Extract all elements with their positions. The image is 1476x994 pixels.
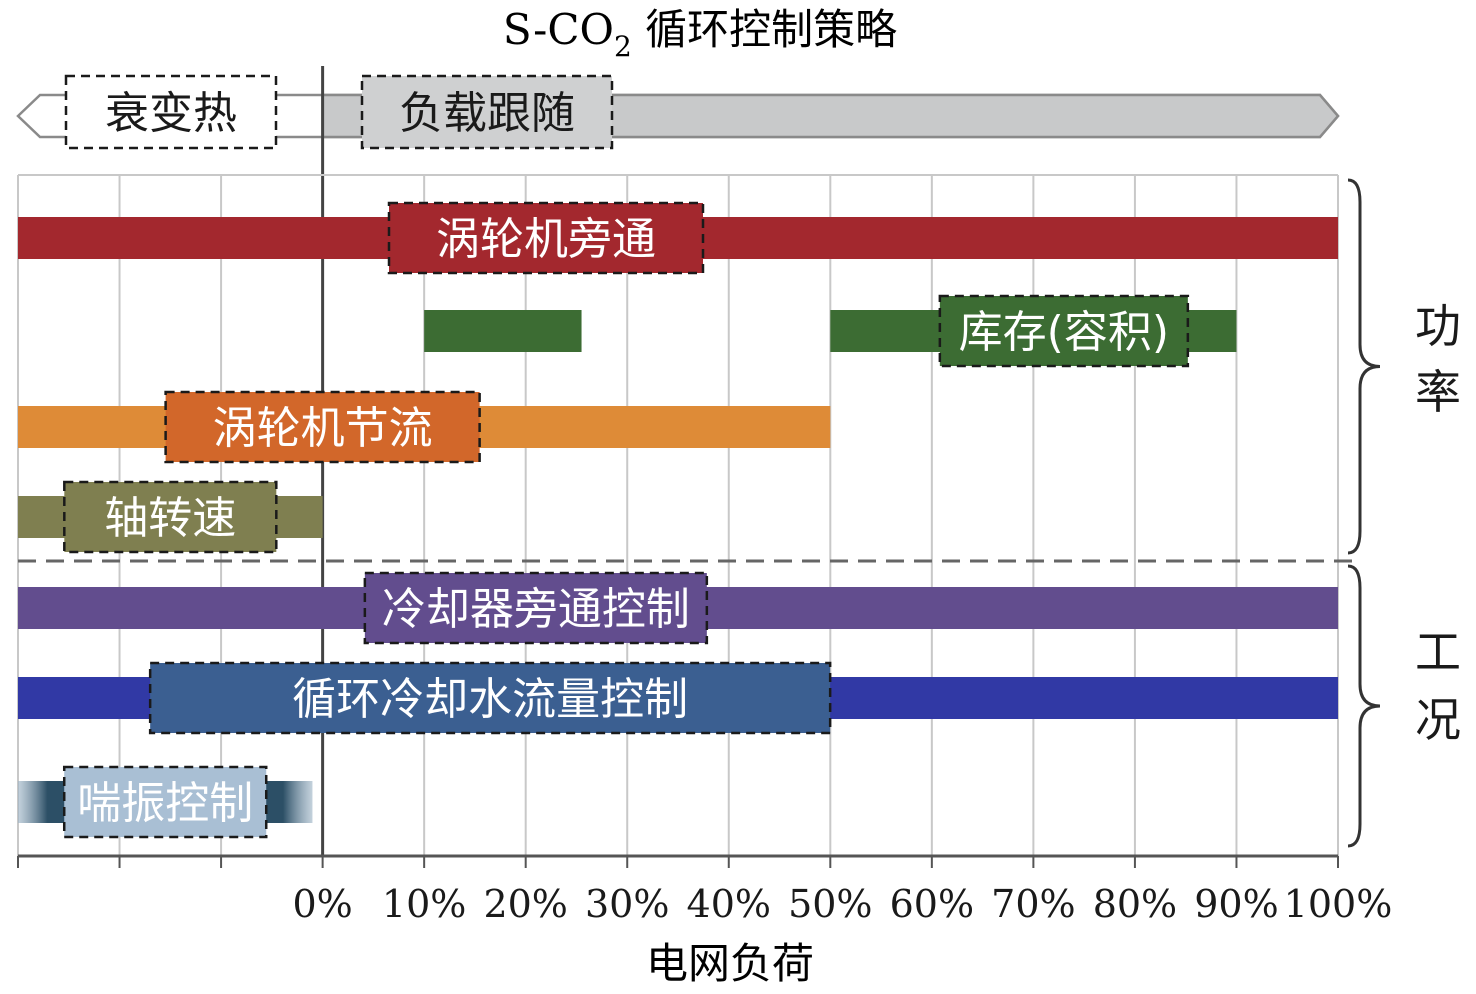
- bar-row-4: 轴转速: [18, 480, 323, 554]
- mode-label-load-follow-box: [360, 74, 614, 150]
- group-label-1: 率: [1415, 365, 1461, 419]
- chart-title: S-CO2 循环控制策略: [503, 5, 897, 63]
- bar-label-box: [363, 571, 709, 645]
- bar-segment: [424, 310, 582, 352]
- mode-label-load-follow: 负载跟随: [399, 88, 575, 139]
- bar-label: 库存(容积): [959, 307, 1169, 358]
- bar-label-box: [387, 201, 705, 275]
- brace-condition: [1347, 564, 1381, 848]
- title-subscript: 2: [614, 30, 632, 63]
- bar-label: 轴转速: [104, 493, 236, 544]
- bar-label-box: [62, 765, 268, 839]
- bar-label: 涡轮机旁通: [436, 214, 656, 265]
- bar-label: 喘振控制: [77, 778, 253, 829]
- bar-row-1: 涡轮机旁通: [18, 201, 1338, 275]
- group-label-1: 功: [1415, 299, 1461, 353]
- title-rest: 循环控制策略: [632, 5, 897, 54]
- bar-row-6: 循环冷却水流量控制: [18, 661, 1338, 735]
- x-tick-label: 100%: [1284, 882, 1393, 926]
- x-tick-label: 30%: [585, 882, 669, 926]
- bar-label: 冷却器旁通控制: [382, 584, 690, 635]
- bar-label-box: [938, 294, 1190, 368]
- x-tick-label: 80%: [1093, 882, 1177, 926]
- x-tick-label: 10%: [382, 882, 466, 926]
- x-tick-label: 60%: [890, 882, 974, 926]
- x-axis: 0% 10% 20% 30% 40% 50% 60% 70% 80% 90% 100%: [17, 854, 1393, 926]
- group-label-2: 况: [1415, 693, 1461, 747]
- title-main: S-CO: [503, 5, 614, 54]
- mode-arrow-bar: 衰变热 负载跟随: [16, 74, 1340, 150]
- bar-label: 循环冷却水流量控制: [292, 674, 688, 725]
- x-tick-label: 70%: [991, 882, 1075, 926]
- bar-row-2: 库存(容积): [424, 294, 1237, 368]
- x-axis-label: 电网负荷: [646, 939, 814, 988]
- bar-row-3: 涡轮机节流: [18, 390, 831, 464]
- brace-power: [1347, 178, 1381, 555]
- x-tick-label: 20%: [483, 882, 567, 926]
- x-tick-label: 0%: [292, 882, 352, 926]
- bar-row-7: 喘振控制: [18, 765, 313, 839]
- mode-label-decay-heat: 衰变热: [105, 88, 237, 139]
- x-tick-label: 90%: [1194, 882, 1278, 926]
- mode-label-decay-heat-box: [64, 74, 278, 150]
- bar-label: 涡轮机节流: [213, 403, 433, 454]
- bar-row-5: 冷却器旁通控制: [18, 571, 1338, 645]
- x-tick-label: 40%: [687, 882, 771, 926]
- x-tick-label: 50%: [788, 882, 872, 926]
- group-label-2: 工: [1415, 625, 1461, 679]
- bar-label-box: [148, 661, 832, 735]
- bar-label-box: [63, 480, 278, 554]
- bar-label-box: [164, 390, 481, 464]
